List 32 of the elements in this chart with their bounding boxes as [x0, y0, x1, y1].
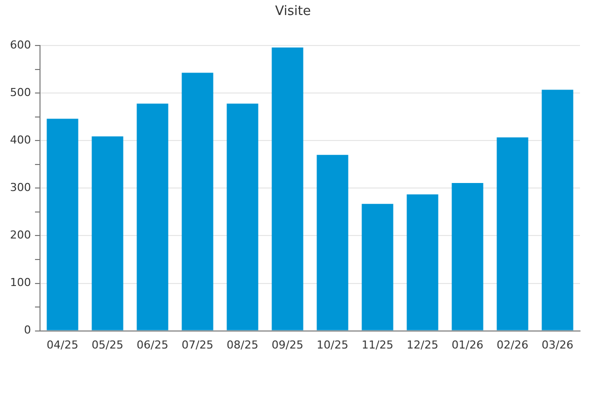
x-tick-label: 05/25 [92, 338, 124, 352]
bar [362, 204, 394, 330]
x-tick-label: 06/25 [136, 338, 168, 352]
y-tick-label: 200 [10, 228, 31, 242]
x-tick-label: 01/26 [452, 338, 484, 352]
chart-title: Visite [275, 4, 311, 20]
x-tick-label: 12/25 [406, 338, 438, 352]
bar [226, 104, 258, 330]
x-tick-label: 07/25 [182, 338, 214, 352]
y-tick-label: 400 [10, 134, 31, 147]
y-tick-label: 100 [10, 276, 31, 290]
x-tick-label: 09/25 [272, 338, 304, 352]
x-tick-label: 03/26 [542, 338, 574, 352]
bar [46, 118, 78, 330]
bar [272, 48, 304, 330]
x-tick-label: 10/25 [316, 338, 348, 352]
x-tick-label: 04/25 [46, 338, 78, 352]
x-tick-label: 11/25 [362, 338, 394, 352]
bar [406, 194, 438, 330]
x-tick-label: 02/26 [496, 338, 528, 352]
bar [136, 104, 168, 330]
x-tick-label: 08/25 [226, 338, 258, 352]
bar [452, 182, 484, 330]
bar [542, 90, 574, 330]
y-tick-label: 300 [10, 181, 31, 194]
y-tick-label: 500 [10, 86, 31, 99]
bar [496, 137, 528, 330]
y-tick-label: 0 [24, 324, 31, 337]
y-tick-label: 600 [10, 38, 31, 52]
bar [316, 154, 348, 330]
bar [182, 72, 214, 330]
bar [92, 136, 124, 330]
